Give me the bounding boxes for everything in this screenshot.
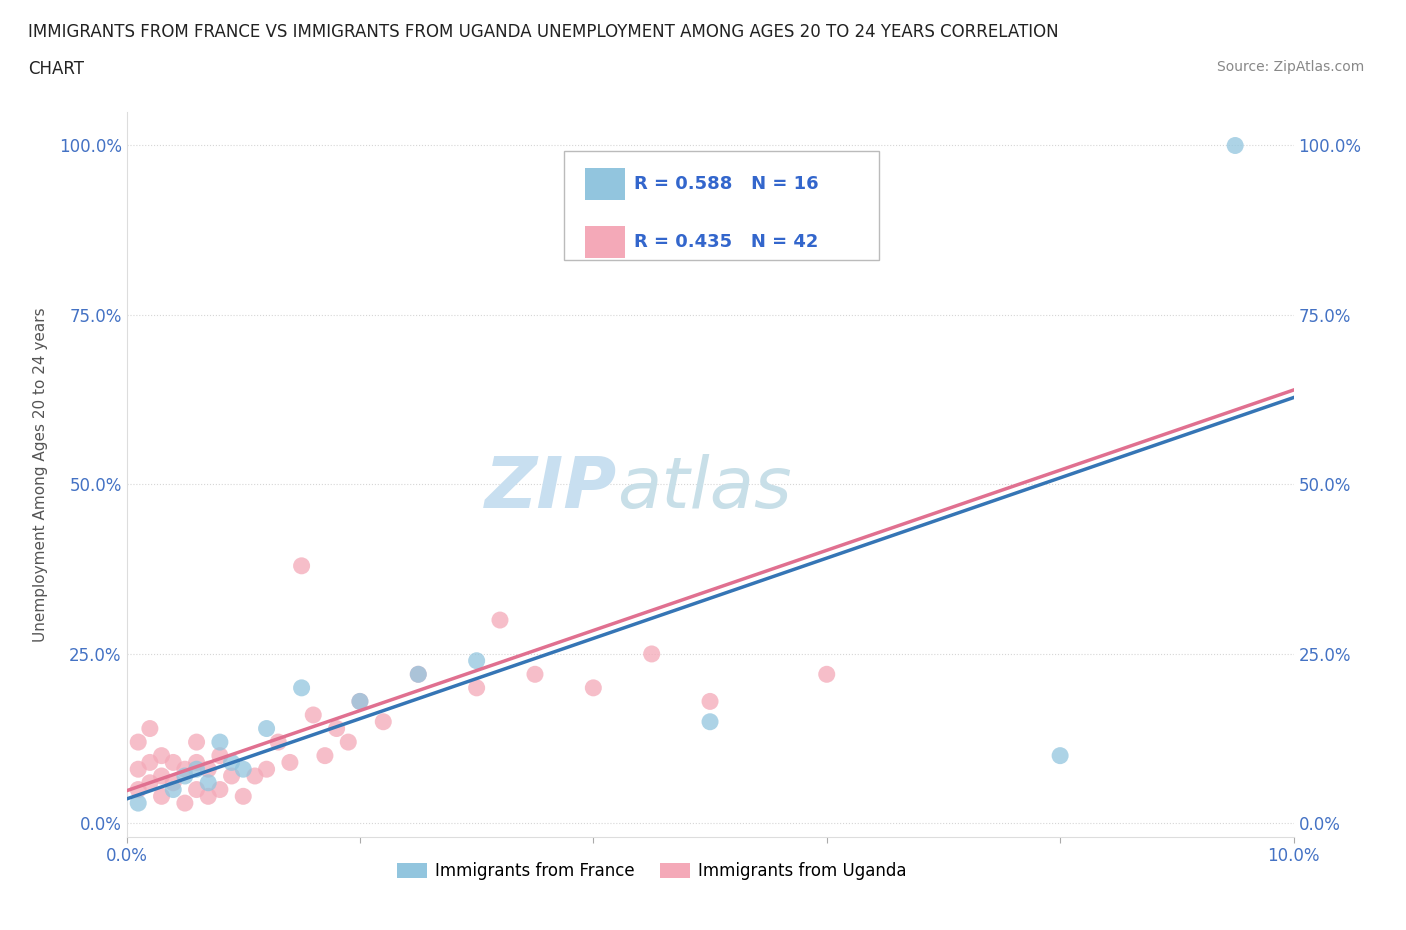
Point (267, 735, 290, 750)
Point (524, 667, 547, 682)
Point (756, 240, 779, 255)
Point (408, 667, 430, 682)
Point (127, 796, 149, 811)
Point (186, 755, 208, 770)
Point (1049, 749, 1071, 764)
Point (337, 735, 360, 750)
Point (699, 714, 721, 729)
Legend: Immigrants from France, Immigrants from Uganda: Immigrants from France, Immigrants from … (389, 856, 914, 886)
Point (186, 782, 208, 797)
Text: ZIP: ZIP (485, 455, 617, 524)
Point (699, 694, 721, 709)
Point (174, 768, 197, 783)
Point (640, 646, 664, 661)
Point (162, 782, 184, 797)
Point (465, 681, 488, 696)
Text: R = 0.588   N = 16: R = 0.588 N = 16 (634, 175, 818, 193)
Point (208, 749, 231, 764)
Point (186, 735, 208, 750)
Text: atlas: atlas (617, 455, 792, 524)
FancyBboxPatch shape (564, 152, 879, 260)
Point (278, 755, 301, 770)
Point (208, 782, 231, 797)
Point (243, 768, 266, 783)
Point (150, 768, 173, 783)
Point (232, 762, 254, 777)
Text: Source: ZipAtlas.com: Source: ZipAtlas.com (1216, 60, 1364, 74)
Text: R = 0.435   N = 42: R = 0.435 N = 42 (634, 233, 818, 251)
Point (302, 708, 325, 723)
Point (197, 789, 219, 804)
Point (174, 762, 197, 777)
Text: CHART: CHART (28, 60, 84, 78)
Point (582, 681, 605, 696)
Point (325, 721, 347, 736)
Point (139, 755, 162, 770)
Point (162, 776, 184, 790)
Text: IMMIGRANTS FROM FRANCE VS IMMIGRANTS FROM UGANDA UNEMPLOYMENT AMONG AGES 20 TO 2: IMMIGRANTS FROM FRANCE VS IMMIGRANTS FRO… (28, 23, 1059, 41)
Point (408, 667, 430, 682)
Point (197, 762, 219, 777)
FancyBboxPatch shape (585, 226, 624, 259)
Point (489, 613, 512, 628)
Point (349, 694, 371, 709)
Point (373, 714, 395, 729)
Point (174, 796, 197, 811)
Point (465, 653, 488, 668)
Point (162, 755, 184, 770)
Point (139, 721, 162, 736)
Point (290, 558, 312, 573)
Point (208, 735, 231, 750)
Point (349, 694, 371, 709)
Point (150, 789, 173, 804)
Point (127, 735, 149, 750)
Point (139, 776, 162, 790)
Point (150, 749, 173, 764)
Point (290, 681, 312, 696)
Point (186, 762, 208, 777)
Point (197, 776, 219, 790)
Point (127, 762, 149, 777)
Point (815, 667, 838, 682)
Point (221, 755, 243, 770)
Point (314, 749, 336, 764)
Point (1223, 138, 1246, 153)
Point (221, 768, 243, 783)
Y-axis label: Unemployment Among Ages 20 to 24 years: Unemployment Among Ages 20 to 24 years (32, 307, 48, 642)
FancyBboxPatch shape (585, 168, 624, 200)
Point (232, 789, 254, 804)
Point (256, 762, 278, 777)
Point (127, 782, 149, 797)
Point (256, 721, 278, 736)
